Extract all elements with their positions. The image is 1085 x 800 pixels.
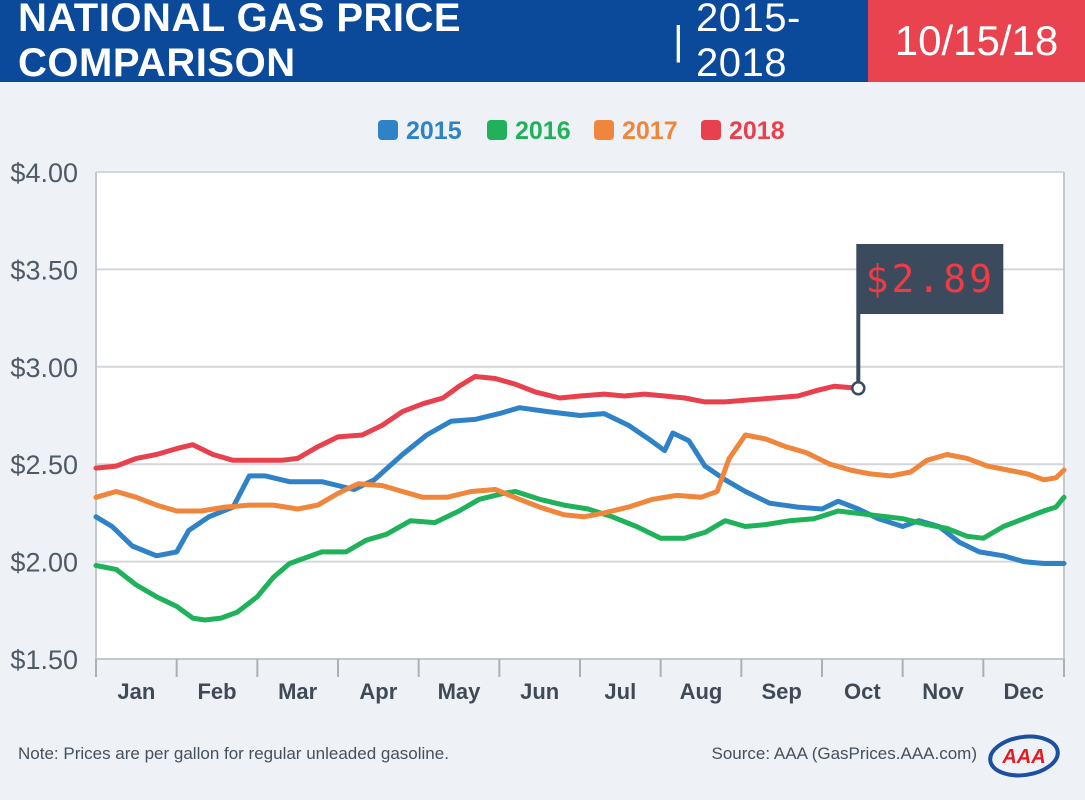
date-badge: 10/15/18 — [868, 0, 1085, 82]
x-tick-label: Mar — [278, 679, 318, 704]
x-tick-label: Nov — [922, 679, 964, 704]
title-years: 2015-2018 — [696, 0, 801, 85]
x-tick-label: Jan — [117, 679, 155, 704]
legend-label: 2016 — [515, 117, 571, 145]
chart-legend: 2015 2016 2017 2018 — [378, 117, 785, 145]
legend-swatch — [487, 120, 507, 140]
legend-label: 2017 — [622, 117, 678, 145]
legend-swatch — [701, 120, 721, 140]
y-axis: $4.00 $3.50 $3.00 $2.50 $2.00 $1.50 — [10, 158, 78, 675]
x-tick-label: Oct — [844, 679, 881, 704]
title-bar: NATIONAL GAS PRICE COMPARISON | 2015-201… — [0, 0, 868, 85]
x-tick-label: Dec — [1003, 679, 1043, 704]
series-line-2018 — [93, 374, 861, 471]
legend-swatch — [594, 120, 614, 140]
x-tick-label: Feb — [197, 679, 236, 704]
footnote: Note: Prices are per gallon for regular … — [18, 744, 449, 763]
price-flag: $2.89 — [851, 244, 1004, 396]
x-tick-label: Jun — [520, 679, 559, 704]
series-line-2015 — [93, 405, 1067, 566]
x-tick-label: Sep — [761, 679, 801, 704]
legend-swatch — [378, 120, 398, 140]
date-label: 10/15/18 — [894, 17, 1059, 64]
flag-value: $2.89 — [866, 257, 995, 301]
x-tick-label: Aug — [680, 679, 723, 704]
title-separator: | — [673, 18, 685, 63]
x-axis: Jan Feb Mar Apr May Jun Jul Aug Sep Oct Nov Dec — [95, 659, 1065, 704]
flag-point — [851, 380, 866, 396]
series-line-2017 — [93, 432, 1067, 520]
x-tick-label: May — [438, 679, 482, 704]
y-tick-label: $1.50 — [10, 645, 78, 675]
y-tick-label: $3.50 — [10, 255, 78, 285]
source-credit: Source: AAA (GasPrices.AAA.com) — [711, 744, 977, 763]
aaa-logo: AAA — [988, 734, 1060, 778]
y-tick-label: $3.00 — [10, 353, 78, 383]
legend-label: 2015 — [406, 117, 462, 145]
x-tick-label: Jul — [604, 679, 636, 704]
y-tick-label: $2.50 — [10, 450, 78, 480]
legend-label: 2018 — [729, 117, 785, 145]
y-tick-label: $4.00 — [10, 158, 78, 188]
x-tick-label: Apr — [359, 679, 397, 704]
header-bar: NATIONAL GAS PRICE COMPARISON | 2015-201… — [0, 0, 1085, 85]
chart-title: NATIONAL GAS PRICE COMPARISON — [18, 0, 462, 85]
series-lines — [93, 374, 1067, 623]
y-tick-label: $2.00 — [10, 548, 78, 578]
series-line-2016 — [93, 489, 1067, 623]
flag-box — [857, 244, 1004, 314]
svg-text:AAA: AAA — [1001, 746, 1045, 768]
